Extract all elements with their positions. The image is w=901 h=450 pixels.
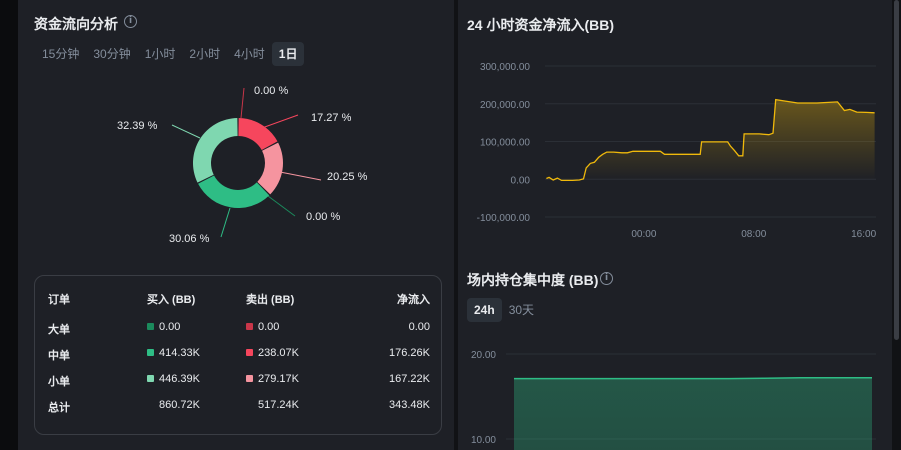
interval-tab-1[interactable]: 30分钟 [93,47,131,61]
donut-leader-1 [261,114,299,129]
sell-cell: 279.17K [246,373,299,385]
row-label: 中单 [48,350,70,362]
buy-value: 860.72K [159,399,200,411]
concentration-area-chart: 20.00 10.00 [471,350,876,450]
buy-color-dot [147,323,154,330]
concentration-info-icon[interactable]: i [600,272,613,285]
sell-value: 238.07K [258,347,299,359]
row-label: 总计 [48,402,70,414]
left-edge [0,0,18,450]
concentration-line [514,377,872,380]
sell-cell: 0.00 [246,321,279,333]
flow-analysis-info-icon[interactable]: i [124,15,137,28]
table-header-cell: 卖出 (BB) [246,294,295,306]
concentration-area [514,377,872,450]
sell-value: 517.24K [258,399,299,411]
buy-color-dot [147,349,154,356]
table-header-cell: 净流入 [397,294,430,306]
net-value: 0.00 [408,321,430,333]
concentration-title: 场内持仓集中度 (BB) [467,272,599,288]
donut-leader-5 [171,124,201,139]
interval-tab-5[interactable]: 1日 [271,42,305,66]
sell-cell: 238.07K [246,347,299,359]
concentration-tab-0[interactable]: 24h [467,298,502,322]
table-row: 总计 860.72K 517.24K 343.48K [35,399,441,417]
buy-value: 0.00 [159,321,181,333]
y-tick-label: 200,000.00 [480,100,530,111]
donut-label-3: 0.00 % [306,211,341,223]
flow-table: 订单 买入 (BB) 卖出 (BB) 净流入大单 0.00 0.00 0.00 中单 414.3… [34,275,442,435]
interval-tab-0[interactable]: 15分钟 [42,47,80,61]
table-row: 中单 414.33K 238.07K 176.26K [35,347,441,365]
donut-label-2: 20.25 % [327,171,368,183]
buy-cell: 414.33K [147,347,200,359]
y-tick-label: 100,000.00 [480,138,530,149]
concentration-tabs: 24h 30天 [467,298,541,322]
net-inflow-line [546,98,875,182]
buy-cell: 0.00 [147,321,180,333]
sell-value: 279.17K [258,373,299,385]
buy-cell: 446.39K [147,373,200,385]
interval-tab-4[interactable]: 4小时 [234,47,265,61]
charts-panel [458,0,892,450]
net-inflow-area [546,99,875,181]
net-inflow-line-chart: 300,000.00 200,000.00 100,000.00 0.00 -100,0… [477,62,877,240]
buy-color-dot [147,375,154,382]
donut-leader-4 [220,207,231,238]
table-header-cell: 订单 [48,294,70,306]
y-tick-label: -100,000.00 [477,213,531,224]
sell-color-dot [246,349,253,356]
flow-analysis-panel [18,0,454,450]
y-tick-label: 0.00 [511,175,531,186]
donut-label-1: 17.27 % [311,112,352,124]
donut-leader-0 [240,87,245,119]
net-value: 167.22K [389,373,430,385]
y-tick-label: 10.00 [471,435,496,446]
net-value: 176.26K [389,347,430,359]
donut-slice-2[interactable] [257,142,283,195]
donut-slice-4[interactable] [198,175,270,208]
interval-tab-3[interactable]: 2小时 [189,47,221,61]
donut-slice-1[interactable] [238,118,278,151]
sell-color-dot [246,323,253,330]
interval-tab-2[interactable]: 1小时 [144,47,176,61]
net-value: 343.48K [389,399,430,411]
x-tick-label: 16:00 [851,229,876,240]
donut-leader-3 [267,195,296,217]
donut-slice-5[interactable] [192,118,238,183]
donut-label-0: 0.00 % [254,85,289,97]
flow-donut-chart [171,87,322,238]
sell-color-dot [246,375,253,382]
donut-label-4: 30.06 % [169,233,210,245]
table-row: 大单 0.00 0.00 0.00 [35,321,441,339]
table-header-cell: 买入 (BB) [147,294,196,306]
buy-value: 446.39K [159,373,200,385]
scrollbar-thumb[interactable] [894,0,899,340]
interval-tabs: 15分钟 30分钟 1小时 2小时 4小时 1日 [35,42,305,66]
sell-value: 0.00 [258,321,280,333]
table-header-row: 订单 买入 (BB) 卖出 (BB) 净流入 [35,291,441,309]
donut-label-5: 32.39 % [117,120,158,132]
row-label: 大单 [48,324,70,336]
y-tick-label: 300,000.00 [480,62,530,73]
flow-analysis-title: 资金流向分析 [34,16,118,32]
concentration-tab-1[interactable]: 30天 [508,303,535,317]
net-inflow-title: 24 小时资金净流入(BB) [467,17,615,33]
x-tick-label: 00:00 [631,229,656,240]
donut-leader-2 [279,171,322,181]
buy-value: 414.33K [159,347,200,359]
row-label: 小单 [48,376,70,388]
table-row: 小单 446.39K 279.17K 167.22K [35,373,441,391]
panel-gap [454,0,458,450]
y-tick-label: 20.00 [471,350,496,361]
x-tick-label: 08:00 [741,229,766,240]
